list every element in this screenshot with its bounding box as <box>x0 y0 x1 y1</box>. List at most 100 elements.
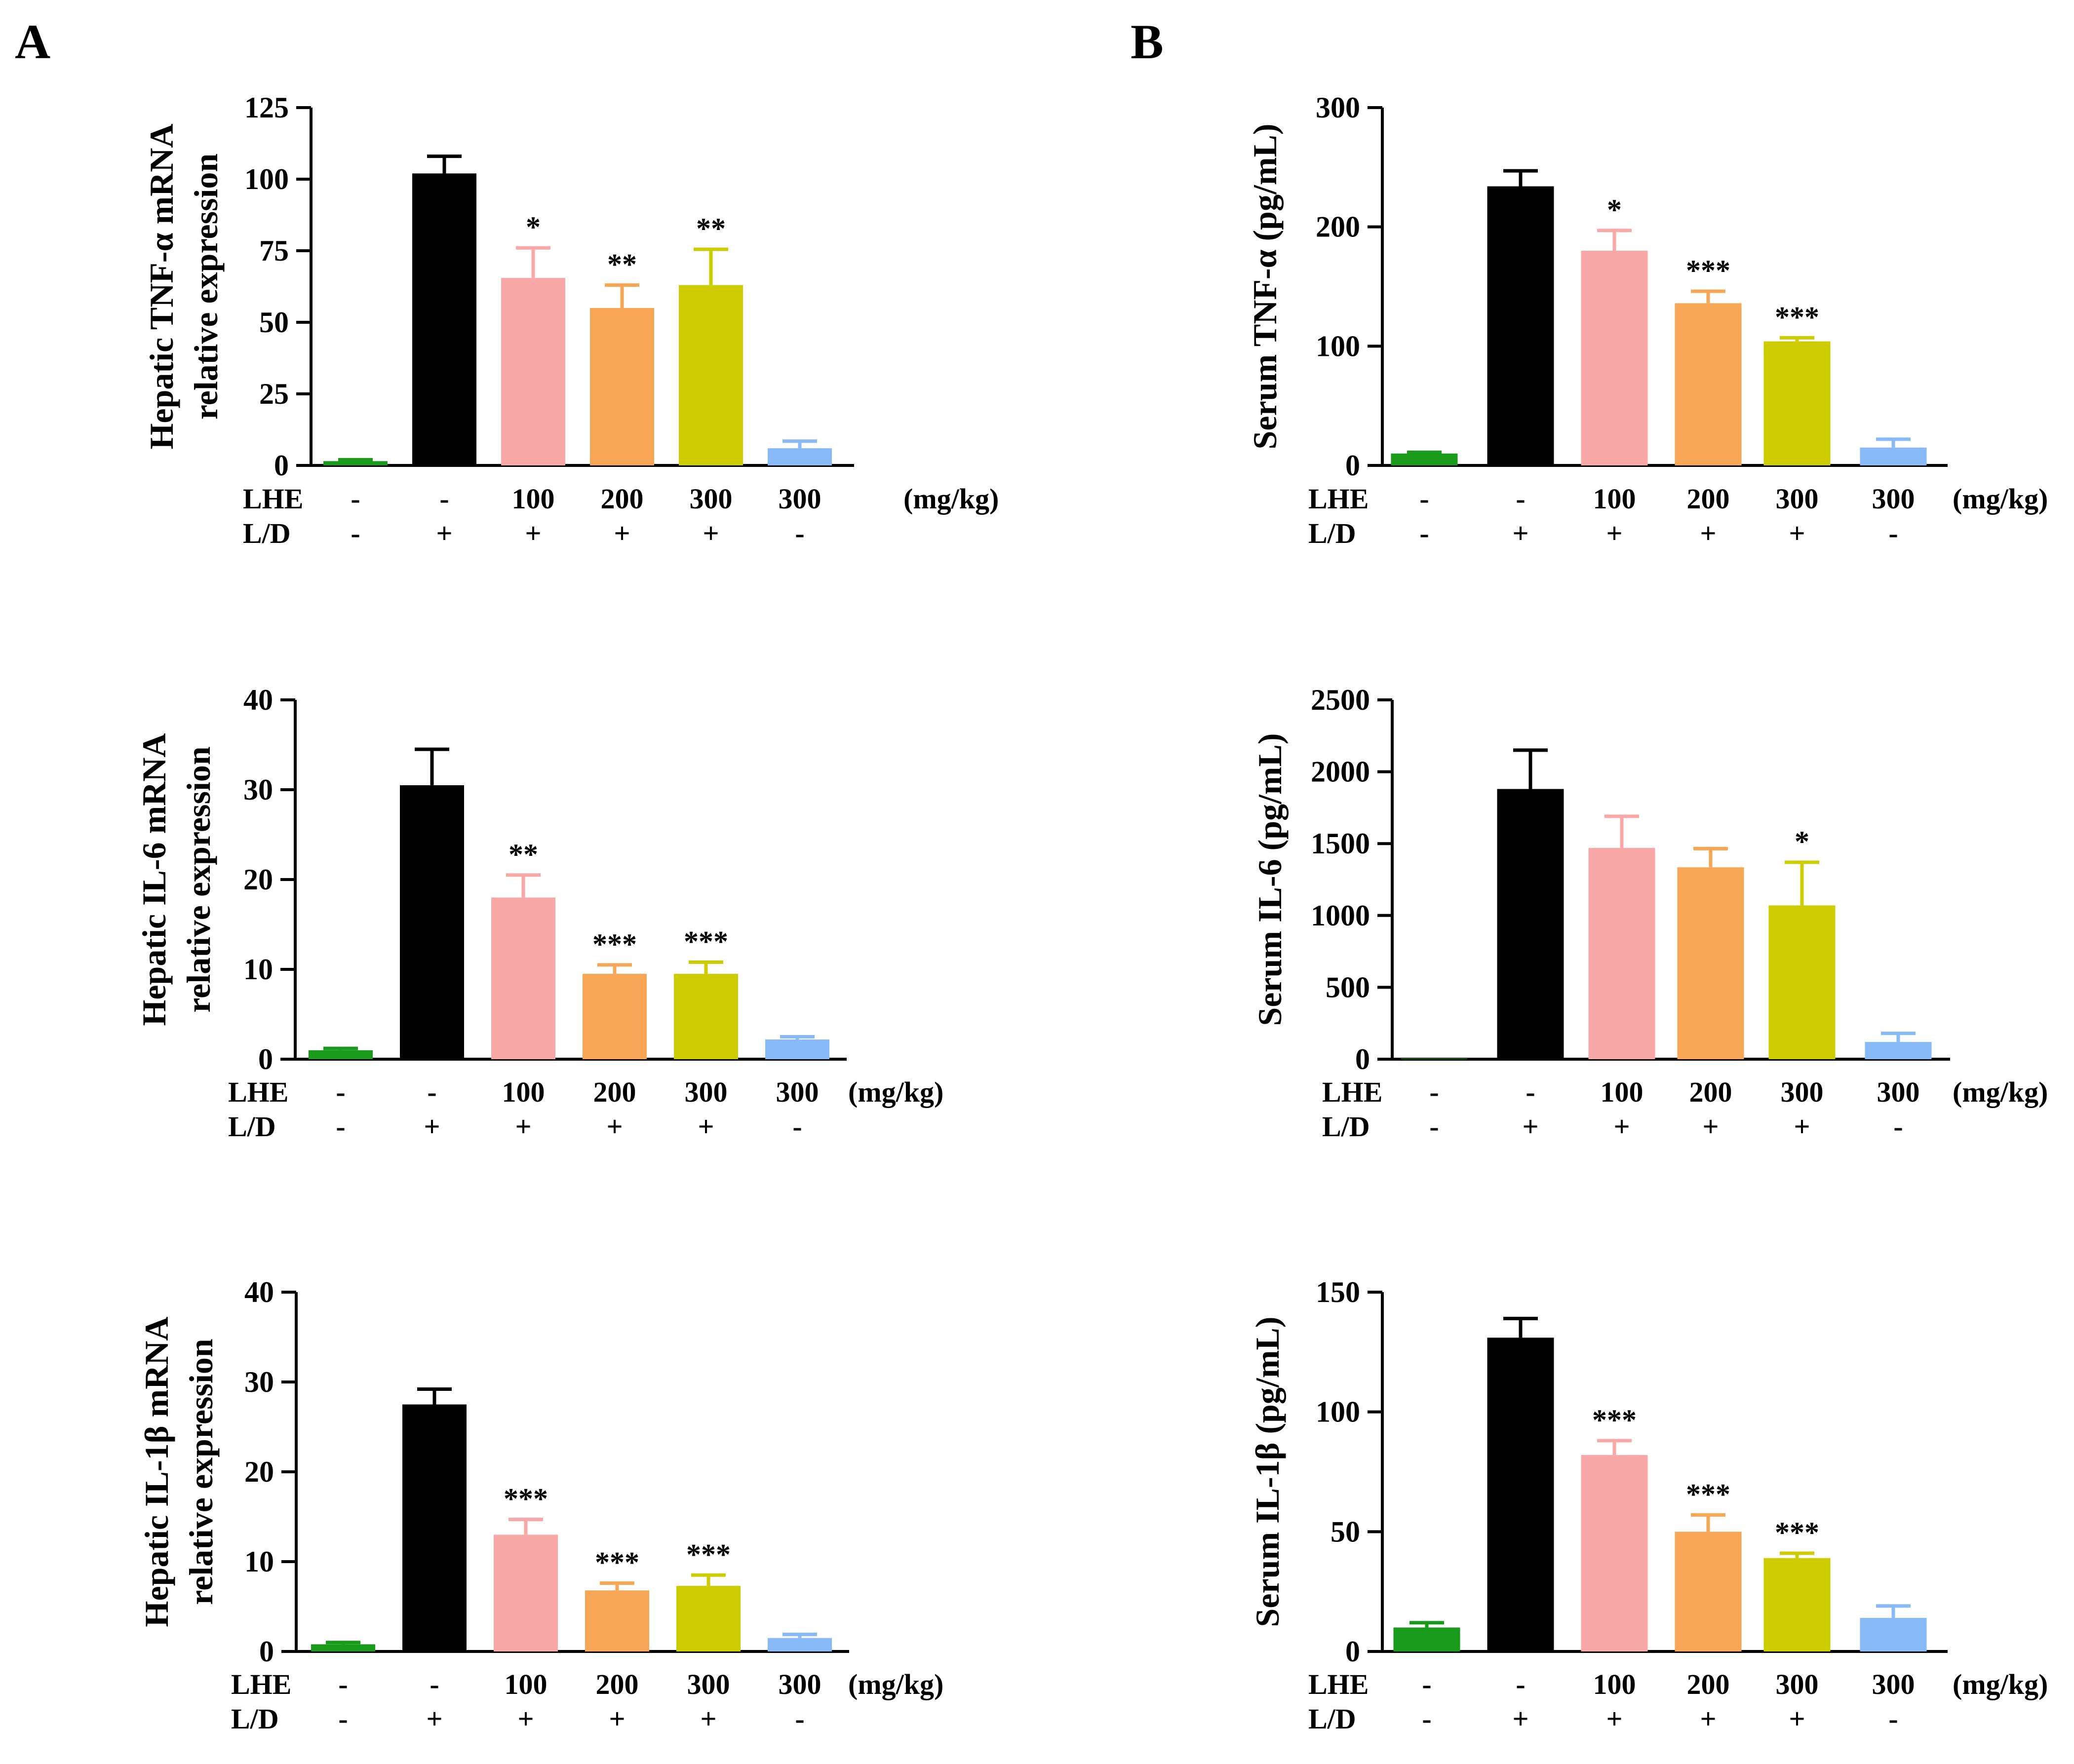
row-unit: (mg/kg) <box>903 483 999 515</box>
row-value: + <box>1700 1703 1716 1735</box>
significance-label: * <box>1795 825 1809 858</box>
row-value: - <box>351 483 360 515</box>
significance-label: *** <box>1775 301 1819 333</box>
row-value: + <box>1512 1703 1528 1735</box>
row-value: - <box>1888 1703 1898 1735</box>
bar <box>590 308 654 465</box>
row-value: 200 <box>601 483 644 515</box>
row-value: + <box>1613 1111 1630 1143</box>
y-tick-label: 2000 <box>1311 756 1370 788</box>
y-tick-label: 75 <box>259 234 289 267</box>
y-tick-label: 2500 <box>1311 684 1370 716</box>
row-value: 100 <box>1593 1668 1636 1700</box>
row-value: - <box>1888 517 1898 549</box>
bar <box>1487 186 1554 465</box>
row-value: + <box>698 1111 714 1143</box>
row-value: + <box>609 1703 625 1735</box>
y-axis-label: Hepatic IL-1β mRNA <box>138 1317 175 1627</box>
y-tick-label: 125 <box>244 91 289 124</box>
row-value: + <box>1522 1111 1538 1143</box>
significance-label: *** <box>1686 1478 1730 1510</box>
significance-label: *** <box>686 1538 731 1571</box>
row-label: L/D <box>1322 1111 1370 1143</box>
row-value: 300 <box>685 1076 728 1108</box>
row-value: 100 <box>512 483 555 515</box>
row-value: + <box>525 517 541 549</box>
y-axis-label: Hepatic TNF-α mRNA <box>143 124 180 450</box>
row-value: 300 <box>1776 483 1819 515</box>
row-value: - <box>336 1076 345 1108</box>
y-tick-label: 10 <box>243 953 273 986</box>
row-value: + <box>1512 517 1528 549</box>
row-value: 100 <box>1593 483 1636 515</box>
chart-4: 0 500 1000 1500 2000 2500 Serum IL-6 (pg/mL) * L… <box>1251 684 2048 1143</box>
row-value: - <box>338 1703 348 1735</box>
bar <box>1763 1558 1831 1651</box>
row-value: - <box>795 517 804 549</box>
y-tick-label: 0 <box>259 1635 274 1668</box>
y-tick-label: 1500 <box>1311 827 1370 860</box>
row-value: - <box>1516 1668 1525 1700</box>
y-tick-label: 25 <box>259 378 289 410</box>
row-value: 200 <box>1687 483 1730 515</box>
row-value: 300 <box>779 483 822 515</box>
y-axis-label: relative expression <box>187 153 225 420</box>
significance-label: * <box>1607 193 1622 226</box>
bar <box>1497 789 1564 1059</box>
row-value: - <box>1419 483 1429 515</box>
bar <box>674 974 738 1059</box>
row-value: + <box>517 1703 534 1735</box>
bar <box>1581 1455 1648 1651</box>
row-value: + <box>1700 517 1716 549</box>
row-value: + <box>1702 1111 1719 1143</box>
y-tick-label: 50 <box>1330 1515 1360 1548</box>
row-value: + <box>703 517 719 549</box>
bar <box>1581 251 1648 465</box>
y-tick-label: 0 <box>1355 1043 1370 1075</box>
row-value: + <box>1789 517 1805 549</box>
y-tick-label: 100 <box>244 163 289 195</box>
bar <box>1675 1532 1742 1651</box>
row-value: + <box>614 517 630 549</box>
bar <box>1860 447 1927 465</box>
significance-label: *** <box>1775 1516 1819 1549</box>
y-tick-label: 0 <box>1345 449 1360 482</box>
row-label: LHE <box>1308 1668 1369 1700</box>
row-value: + <box>700 1703 716 1735</box>
bar <box>402 1404 467 1651</box>
significance-label: *** <box>684 925 728 958</box>
bar <box>1391 453 1458 465</box>
row-value: - <box>427 1076 436 1108</box>
row-value: + <box>424 1111 440 1143</box>
y-tick-label: 40 <box>243 684 273 716</box>
significance-label: *** <box>1592 1404 1637 1436</box>
row-value: 200 <box>1687 1668 1730 1700</box>
bar <box>412 173 476 465</box>
bar <box>679 285 743 465</box>
row-value: 200 <box>593 1076 636 1108</box>
y-tick-label: 50 <box>259 306 289 339</box>
row-label: LHE <box>228 1076 289 1108</box>
row-value: + <box>1606 1703 1622 1735</box>
bar <box>765 1039 829 1059</box>
y-tick-label: 1000 <box>1311 899 1370 932</box>
row-value: 200 <box>596 1668 639 1700</box>
row-value: - <box>1419 517 1429 549</box>
row-value: - <box>1422 1703 1431 1735</box>
row-value: - <box>430 1668 439 1700</box>
row-value: - <box>338 1668 348 1700</box>
row-value: 300 <box>1872 483 1915 515</box>
bar <box>676 1586 741 1651</box>
row-label: L/D <box>243 517 291 549</box>
y-tick-label: 30 <box>244 1366 274 1398</box>
row-value: 200 <box>1689 1076 1732 1108</box>
significance-label: ** <box>607 248 637 281</box>
significance-label: *** <box>595 1546 639 1579</box>
y-tick-label: 500 <box>1326 971 1370 1003</box>
bar <box>1865 1042 1932 1059</box>
row-label: LHE <box>243 483 304 515</box>
row-value: 100 <box>505 1668 548 1700</box>
row-value: + <box>1794 1111 1810 1143</box>
bar <box>1677 867 1744 1059</box>
